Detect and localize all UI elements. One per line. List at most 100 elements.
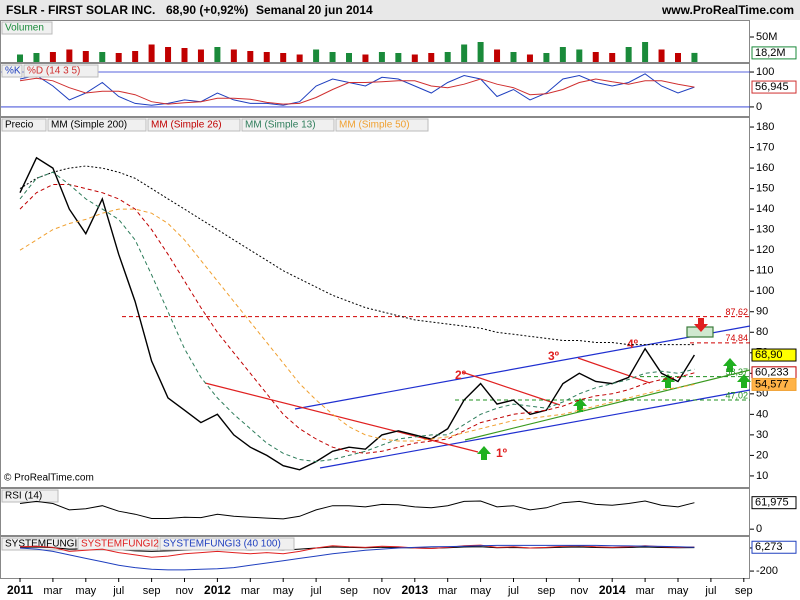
series-line <box>19 184 695 454</box>
x-tick-label: may <box>75 585 96 597</box>
down-arrow <box>694 318 708 332</box>
legend-entry: Volumen <box>5 23 44 34</box>
y-tick-label: 120 <box>756 244 774 256</box>
volume-bar <box>461 44 468 62</box>
up-arrow <box>737 374 751 388</box>
x-tick-label: jul <box>310 585 322 597</box>
series-line <box>19 208 695 442</box>
volume-bar <box>313 49 320 62</box>
volume-bar <box>494 49 501 62</box>
volume-bar <box>477 42 484 62</box>
value-tag-label: 18,2M <box>755 47 786 59</box>
legend-box <box>1 118 47 132</box>
volume-bar <box>691 52 698 62</box>
x-tick-label: mar <box>636 585 655 597</box>
downtrend <box>461 371 561 406</box>
volume-bar <box>49 52 56 62</box>
volume-bar <box>395 53 402 62</box>
series-line <box>19 77 695 105</box>
volume-bar <box>592 52 599 62</box>
x-tick-label: nov <box>176 585 194 597</box>
volume-bar <box>132 51 139 62</box>
date: 20 jun 2014 <box>308 3 373 17</box>
legend-entry: MM (Simple 50) <box>339 120 410 131</box>
wave-label: 3º <box>548 349 560 363</box>
y-tick-label: 140 <box>756 203 774 215</box>
volume-bar <box>214 47 221 62</box>
level-label: 58,37 <box>725 367 748 377</box>
series-line <box>19 73 695 106</box>
y-tick-label: 110 <box>756 265 774 277</box>
volume-bar <box>510 52 517 62</box>
volume-bar <box>181 48 188 62</box>
volume-bar <box>82 51 89 62</box>
y-tick-label: 0 <box>756 101 762 113</box>
symbol: FSLR - FIRST SOLAR INC. <box>6 3 155 17</box>
x-tick-label: 2014 <box>599 583 626 597</box>
volume-bar <box>625 47 632 62</box>
legend-entry: SYSTEMFUNGI2 <box>81 539 159 550</box>
x-tick-label: may <box>470 585 491 597</box>
legend-entry: Precio <box>5 120 34 131</box>
y-tick-label: 10 <box>756 470 768 482</box>
legend-box <box>1 64 23 78</box>
y-tick-label: 20 <box>756 449 768 461</box>
y-tick-label: -200 <box>756 565 778 577</box>
value-tag-label: 61,975 <box>755 497 789 509</box>
header-bar <box>0 0 800 20</box>
y-tick-label: 170 <box>756 141 774 153</box>
legend-entry: MM (Simple 13) <box>245 120 316 131</box>
x-tick-label: sep <box>143 585 161 597</box>
volume-bar <box>329 52 336 62</box>
x-tick-label: mar <box>438 585 457 597</box>
y-tick-label: 40 <box>756 408 768 420</box>
x-tick-label: 2012 <box>204 583 231 597</box>
volume-bar <box>66 49 73 62</box>
site: www.ProRealTime.com <box>661 3 794 17</box>
volume-bar <box>17 54 23 62</box>
y-tick-label: 150 <box>756 183 774 195</box>
x-tick-label: jul <box>507 585 519 597</box>
value-tag <box>751 46 797 60</box>
x-tick-label: 2013 <box>401 583 428 597</box>
legend-box <box>159 537 295 551</box>
value-tag <box>751 80 797 94</box>
downtrend <box>204 382 479 453</box>
frame <box>0 488 750 536</box>
volume-bar <box>675 53 681 62</box>
copyright: © ProRealTime.com <box>4 473 94 484</box>
series-line <box>19 156 695 471</box>
series-line <box>19 544 695 571</box>
legend-entry: SYSTEMFUNGI <box>5 539 77 550</box>
y-tick-label: 80 <box>756 326 768 338</box>
y-tick-label: 50M <box>756 31 777 43</box>
volume-bar <box>559 47 566 62</box>
value-tag <box>751 348 797 362</box>
volume-bar <box>378 52 385 62</box>
volume-bar <box>576 49 583 62</box>
y-tick-label: 30 <box>756 429 768 441</box>
wave-label: 1º <box>496 446 508 460</box>
volume-bar <box>115 53 122 62</box>
legend-box <box>1 21 53 35</box>
volume-bar <box>411 54 418 62</box>
value-tag <box>751 540 797 554</box>
volume-bar <box>230 49 237 62</box>
series-line <box>19 500 695 520</box>
trend-lines <box>204 318 751 469</box>
volume-bar <box>642 42 649 62</box>
volume-bar <box>526 54 533 62</box>
volume-bar <box>148 44 155 62</box>
quote: 68,90 (+0,92%) <box>166 3 248 17</box>
support <box>464 369 751 441</box>
legend-entry: SYSTEMFUNGI3 (40 100) <box>163 539 281 550</box>
volume-bar <box>543 53 550 62</box>
volume-bar <box>165 47 172 62</box>
series-line <box>19 171 695 463</box>
volume-bar <box>247 51 254 62</box>
legend-box <box>23 64 99 78</box>
y-tick-label: 130 <box>756 224 774 236</box>
x-tick-label: sep <box>340 585 358 597</box>
legend-entry: RSI (14) <box>5 491 42 502</box>
